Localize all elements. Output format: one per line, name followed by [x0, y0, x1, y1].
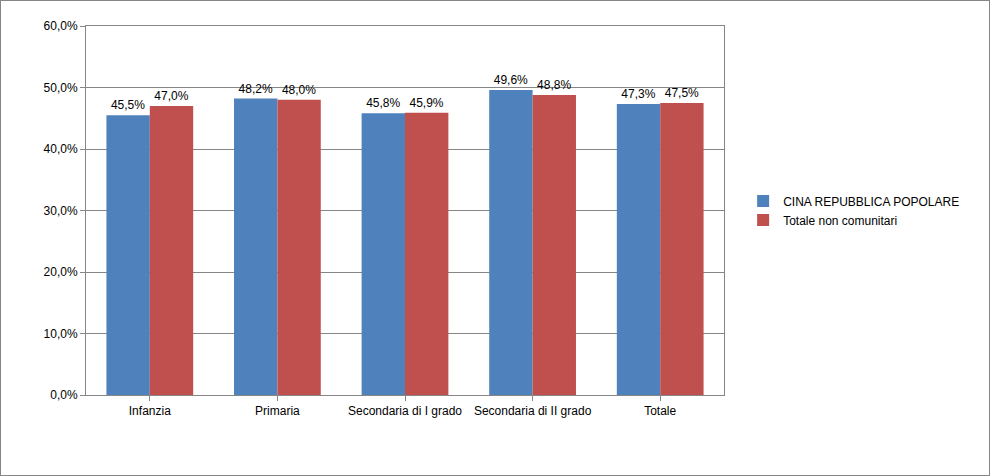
svg-text:47,5%: 47,5% — [665, 86, 699, 100]
svg-text:Infanzia: Infanzia — [129, 404, 171, 418]
svg-text:48,2%: 48,2% — [239, 82, 273, 96]
svg-text:Secondaria di I grado: Secondaria di I grado — [348, 404, 462, 418]
svg-text:48,0%: 48,0% — [282, 83, 316, 97]
svg-text:50,0%: 50,0% — [44, 81, 78, 95]
svg-text:48,8%: 48,8% — [537, 78, 571, 92]
svg-text:0,0%: 0,0% — [50, 388, 78, 402]
svg-text:30,0%: 30,0% — [44, 204, 78, 218]
svg-text:Secondaria di II grado: Secondaria di II grado — [474, 404, 592, 418]
svg-text:10,0%: 10,0% — [44, 327, 78, 341]
svg-text:60,0%: 60,0% — [44, 19, 78, 33]
svg-text:Primaria: Primaria — [255, 404, 300, 418]
svg-text:45,9%: 45,9% — [410, 96, 444, 110]
svg-text:40,0%: 40,0% — [44, 142, 78, 156]
svg-text:CINA REPUBBLICA POPOLARE: CINA REPUBBLICA POPOLARE — [783, 195, 959, 209]
svg-text:45,5%: 45,5% — [111, 98, 145, 112]
svg-text:Totale: Totale — [644, 404, 676, 418]
svg-text:47,0%: 47,0% — [154, 89, 188, 103]
svg-text:20,0%: 20,0% — [44, 265, 78, 279]
svg-text:49,6%: 49,6% — [494, 73, 528, 87]
svg-text:45,8%: 45,8% — [366, 96, 400, 110]
svg-text:47,3%: 47,3% — [621, 87, 655, 101]
svg-text:Totale non comunitari: Totale non comunitari — [783, 214, 897, 228]
